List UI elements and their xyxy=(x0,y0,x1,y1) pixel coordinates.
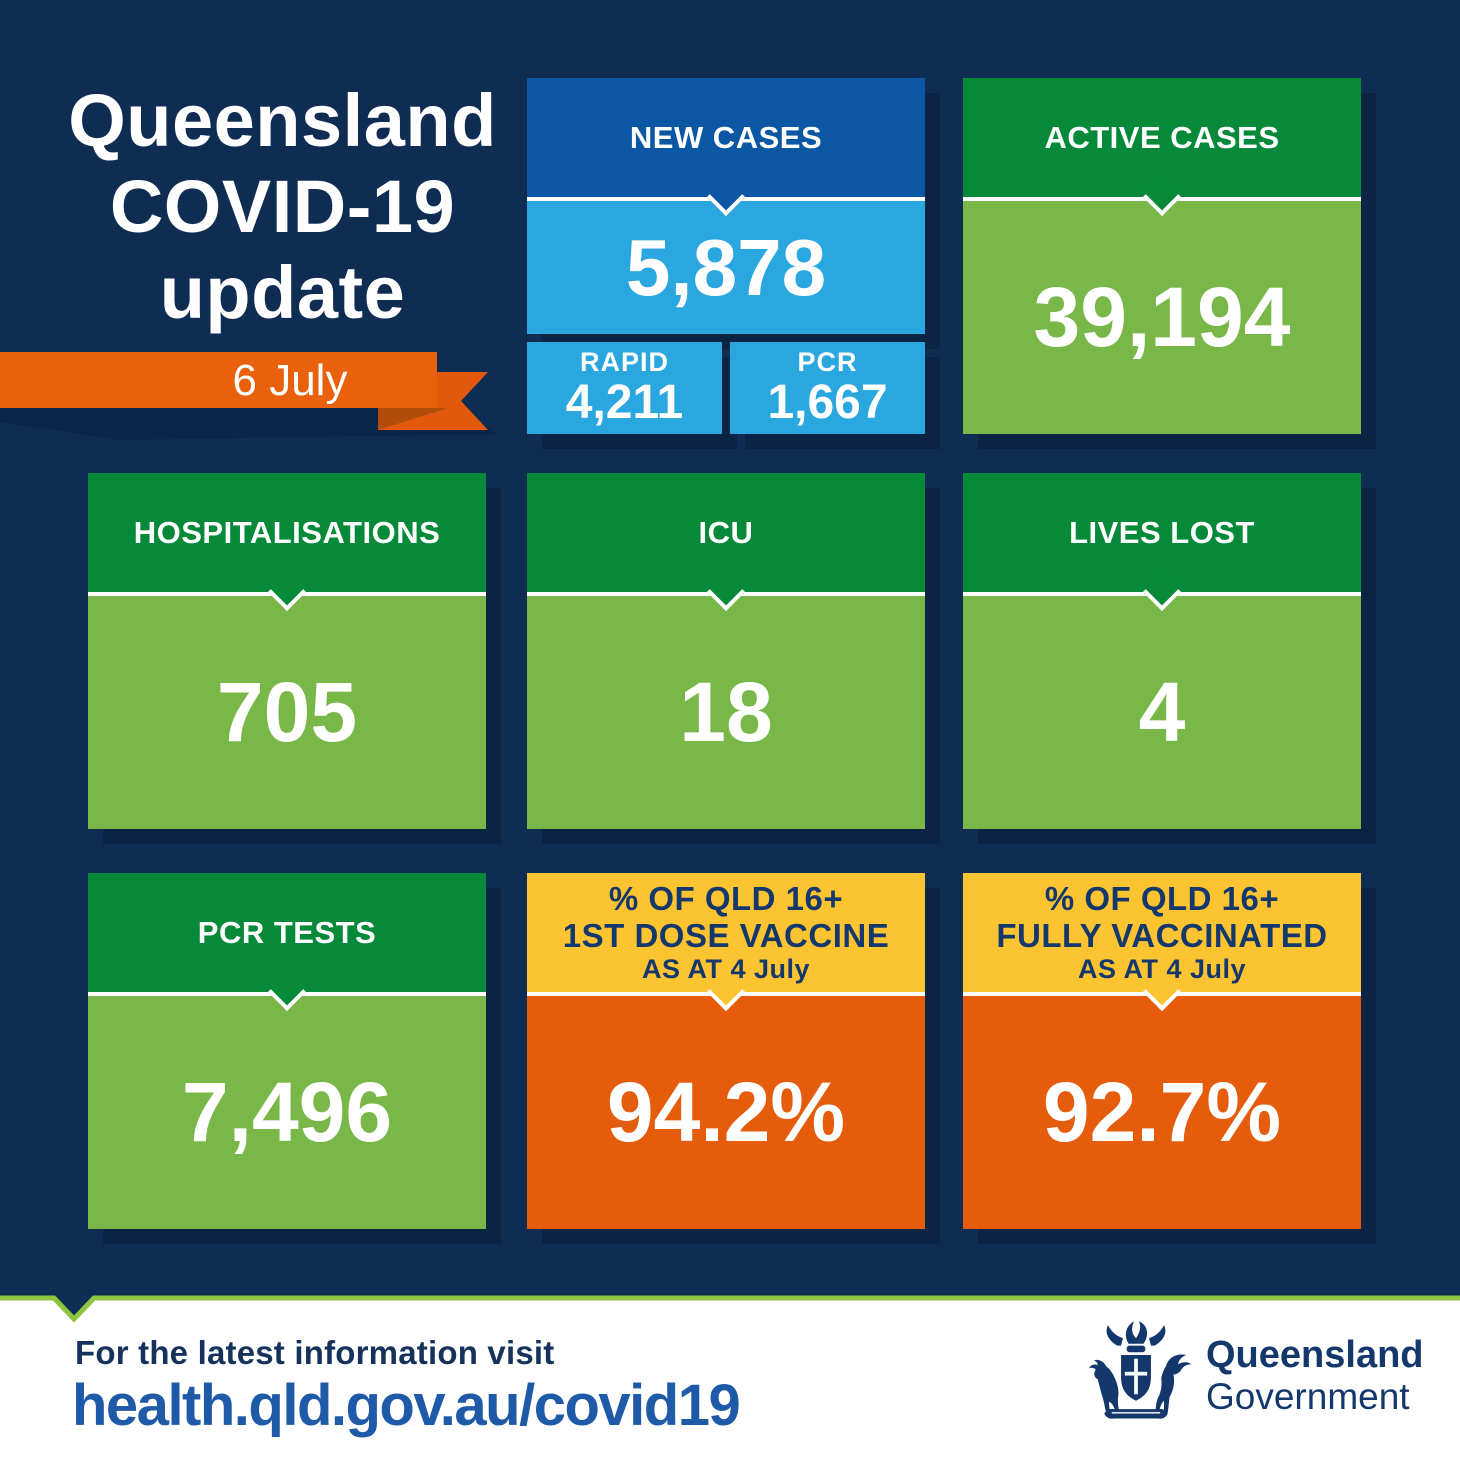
card-new-cases-header: NEW CASES xyxy=(527,78,925,197)
queensland-coat-of-arms-icon xyxy=(1089,1321,1192,1419)
first-dose-title-line2: 1ST DOSE VACCINE xyxy=(562,917,890,954)
footer-separator-green-line xyxy=(0,1295,1460,1323)
card-first-dose-vaccine: % OF QLD 16+ 1ST DOSE VACCINE AS AT 4 Ju… xyxy=(527,873,925,1229)
card-fully-vaccinated: % OF QLD 16+ FULLY VACCINATED AS AT 4 Ju… xyxy=(963,873,1361,1229)
card-hospitalisations-value: 705 xyxy=(88,592,486,829)
card-lives-lost: LIVES LOST 4 xyxy=(963,473,1361,829)
fully-vaccinated-title-line2: FULLY VACCINATED xyxy=(996,917,1328,954)
card-active-cases-title: ACTIVE CASES xyxy=(1044,119,1280,155)
card-fully-vaccinated-value: 92.7% xyxy=(963,992,1361,1229)
queensland-government-logo: Queensland Government xyxy=(1080,1316,1424,1436)
card-hospitalisations-header: HOSPITALISATIONS xyxy=(88,473,486,592)
pcr-label: PCR xyxy=(797,347,858,377)
date-ribbon: 6 July xyxy=(0,352,497,440)
card-pcr-tests-header: PCR TESTS xyxy=(88,873,486,992)
rapid-value: 4,211 xyxy=(565,376,684,429)
footer-info-text: For the latest information visit xyxy=(75,1334,555,1371)
logo-text-queensland: Queensland xyxy=(1206,1334,1424,1376)
footer-url: health.qld.gov.au/covid19 xyxy=(72,1373,741,1438)
card-lives-lost-value: 4 xyxy=(963,592,1361,829)
page-title: Queensland COVID-19 update xyxy=(30,78,535,336)
footer xyxy=(0,1298,1460,1468)
title-line-update: update xyxy=(159,251,406,334)
first-dose-title-line1: % OF QLD 16+ xyxy=(608,880,844,917)
card-icu-value: 18 xyxy=(527,592,925,829)
logo-text: Queensland Government xyxy=(1206,1334,1424,1418)
card-pcr-tests: PCR TESTS 7,496 xyxy=(88,873,486,1229)
fully-vaccinated-title-line1: % OF QLD 16+ xyxy=(1044,880,1280,917)
ribbon-fold xyxy=(378,408,448,430)
card-first-dose-value: 94.2% xyxy=(527,992,925,1229)
card-new-cases-main: NEW CASES 5,878 xyxy=(527,78,925,334)
card-first-dose-header: % OF QLD 16+ 1ST DOSE VACCINE AS AT 4 Ju… xyxy=(527,873,925,992)
card-hospitalisations-title: HOSPITALISATIONS xyxy=(133,514,441,550)
card-new-cases-breakdown: RAPID 4,211 PCR 1,667 xyxy=(527,342,925,434)
ribbon-shadow xyxy=(0,408,497,440)
card-new-cases-value: 5,878 xyxy=(527,197,925,334)
rapid-label: RAPID xyxy=(579,347,669,377)
rapid-tests-box: RAPID 4,211 xyxy=(527,342,722,434)
title-line-covid19: COVID-19 xyxy=(109,165,456,248)
footer-separator xyxy=(0,1276,1460,1326)
card-pcr-tests-value: 7,496 xyxy=(88,992,486,1229)
card-lives-lost-title: LIVES LOST xyxy=(1069,514,1255,550)
pcr-box: PCR 1,667 xyxy=(730,342,925,434)
ribbon-band xyxy=(0,352,437,408)
card-hospitalisations: HOSPITALISATIONS 705 xyxy=(88,473,486,829)
card-pcr-tests-title: PCR TESTS xyxy=(197,914,377,950)
card-new-cases-title: NEW CASES xyxy=(629,119,823,155)
card-fully-vaccinated-header: % OF QLD 16+ FULLY VACCINATED AS AT 4 Ju… xyxy=(963,873,1361,992)
card-active-cases: ACTIVE CASES 39,194 xyxy=(963,78,1361,434)
card-icu-title: ICU xyxy=(698,514,754,550)
card-active-cases-header: ACTIVE CASES xyxy=(963,78,1361,197)
card-lives-lost-header: LIVES LOST xyxy=(963,473,1361,592)
card-active-cases-value: 39,194 xyxy=(963,197,1361,434)
pcr-value: 1,667 xyxy=(767,376,888,429)
footer-separator-white xyxy=(0,1298,1460,1326)
card-new-cases: NEW CASES 5,878 RAPID 4,211 PCR 1,667 xyxy=(527,78,925,434)
title-line-queensland: Queensland xyxy=(68,79,497,162)
logo-text-government: Government xyxy=(1206,1376,1410,1417)
card-icu: ICU 18 xyxy=(527,473,925,829)
ribbon-date-text: 6 July xyxy=(233,356,348,405)
card-icu-header: ICU xyxy=(527,473,925,592)
